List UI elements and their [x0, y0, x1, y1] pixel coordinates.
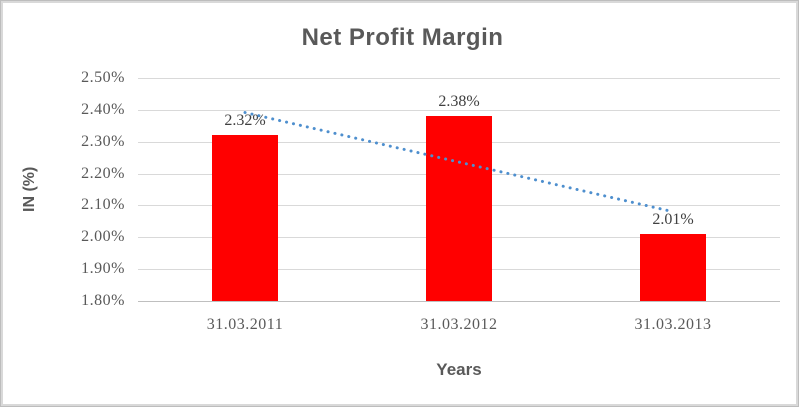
- x-axis-line: [138, 301, 780, 302]
- y-tick-label: 1.90%: [81, 260, 125, 277]
- y-axis-title: IN (%): [21, 166, 38, 213]
- y-tick-label: 2.10%: [81, 196, 125, 213]
- bar-data-label: 2.38%: [438, 93, 480, 110]
- y-tick-label: 2.40%: [81, 101, 125, 118]
- y-tick-label: 2.50%: [81, 69, 125, 86]
- y-tick-label: 2.30%: [81, 133, 125, 150]
- gridline: [138, 110, 780, 111]
- bar: [212, 135, 278, 301]
- y-tick-label: 2.00%: [81, 228, 125, 245]
- bar: [640, 234, 706, 301]
- gridline: [138, 78, 780, 79]
- y-tick-label: 1.80%: [81, 292, 125, 309]
- y-tick-label: 2.20%: [81, 165, 125, 182]
- x-category-label: 31.03.2012: [420, 316, 498, 333]
- plot-area: 2.32% 2.38% 2.01%: [138, 78, 780, 302]
- bar: [426, 116, 492, 301]
- x-axis-title: Years: [436, 360, 482, 379]
- chart-title: Net Profit Margin: [301, 24, 504, 51]
- x-category-label: 31.03.2011: [206, 316, 284, 333]
- bar-data-label: 2.01%: [652, 211, 694, 228]
- bar-data-label: 2.32%: [224, 112, 266, 129]
- x-category-label: 31.03.2013: [634, 316, 712, 333]
